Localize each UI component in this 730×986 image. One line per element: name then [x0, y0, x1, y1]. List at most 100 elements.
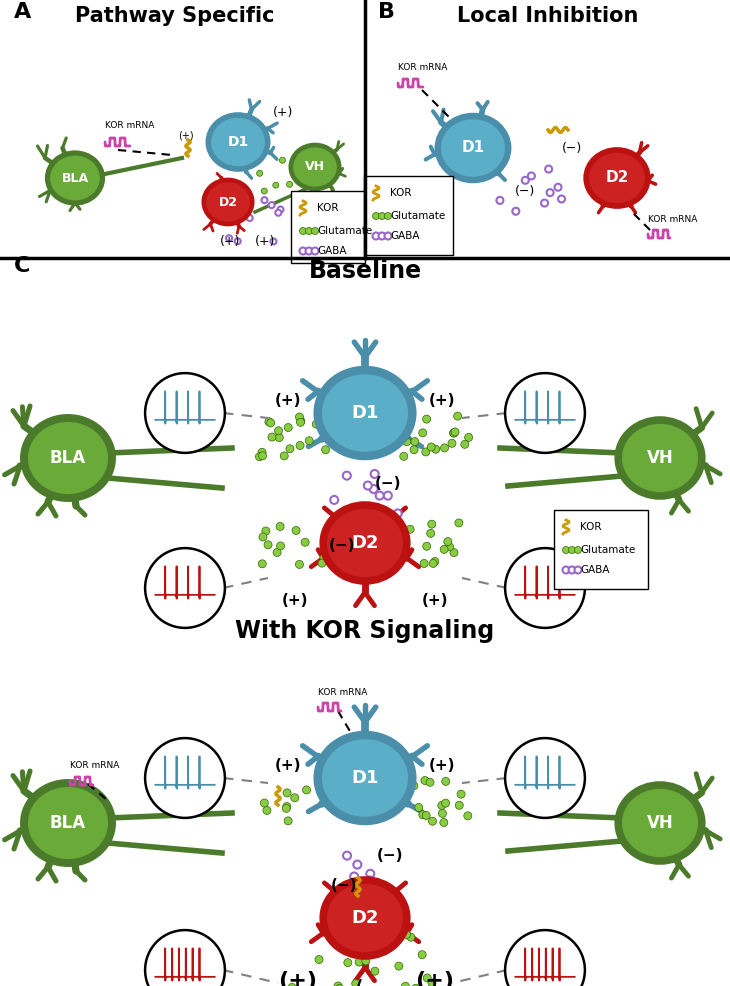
Circle shape [365, 940, 373, 949]
Circle shape [400, 453, 408, 460]
Text: D1: D1 [461, 140, 485, 156]
Circle shape [440, 818, 447, 826]
Text: D2: D2 [605, 171, 629, 185]
Text: B: B [378, 2, 395, 22]
Circle shape [464, 811, 472, 819]
Text: D1: D1 [351, 404, 379, 422]
Circle shape [255, 453, 264, 460]
Circle shape [440, 545, 448, 553]
Circle shape [442, 799, 450, 808]
Circle shape [410, 782, 418, 790]
Text: (+): (+) [282, 593, 308, 608]
Circle shape [261, 188, 267, 194]
Circle shape [403, 438, 411, 446]
Circle shape [505, 739, 585, 818]
Circle shape [257, 171, 263, 176]
Circle shape [545, 166, 552, 173]
Circle shape [305, 437, 313, 445]
Circle shape [426, 529, 434, 537]
Circle shape [541, 199, 548, 207]
Circle shape [301, 538, 310, 546]
Circle shape [365, 877, 373, 884]
Circle shape [330, 496, 338, 504]
Circle shape [145, 739, 225, 818]
Circle shape [450, 429, 458, 437]
Circle shape [362, 957, 370, 965]
Circle shape [277, 542, 285, 550]
Circle shape [247, 215, 253, 221]
Circle shape [287, 181, 293, 187]
Text: VH: VH [305, 161, 325, 174]
Circle shape [320, 554, 328, 562]
Circle shape [575, 567, 582, 574]
Circle shape [318, 559, 326, 567]
Ellipse shape [24, 783, 112, 863]
Circle shape [419, 810, 427, 818]
Circle shape [296, 442, 304, 450]
Circle shape [403, 784, 410, 792]
Circle shape [512, 208, 519, 215]
FancyBboxPatch shape [291, 191, 365, 263]
Circle shape [421, 777, 429, 785]
Circle shape [344, 958, 352, 966]
Circle shape [442, 777, 450, 786]
Circle shape [284, 816, 292, 825]
Circle shape [344, 522, 352, 529]
Text: KOR: KOR [390, 188, 412, 198]
Circle shape [385, 213, 391, 220]
Circle shape [575, 546, 582, 553]
Text: (−): (−) [377, 848, 403, 863]
Text: (+): (+) [178, 130, 193, 140]
Circle shape [366, 870, 374, 878]
Circle shape [259, 150, 266, 156]
Circle shape [270, 239, 277, 245]
Circle shape [347, 931, 356, 939]
Text: BLA: BLA [50, 814, 86, 832]
Circle shape [342, 522, 350, 529]
Circle shape [249, 150, 255, 157]
Circle shape [350, 873, 358, 880]
Circle shape [422, 811, 430, 819]
Circle shape [369, 485, 377, 493]
Circle shape [385, 233, 391, 240]
Circle shape [145, 548, 225, 628]
Circle shape [322, 446, 329, 454]
Text: D1: D1 [227, 135, 249, 149]
Circle shape [364, 481, 372, 490]
Circle shape [275, 434, 283, 442]
Text: (+): (+) [274, 393, 301, 408]
Circle shape [384, 492, 392, 500]
FancyBboxPatch shape [364, 176, 453, 255]
Circle shape [258, 452, 266, 459]
Circle shape [273, 548, 281, 556]
Circle shape [312, 247, 318, 254]
Circle shape [347, 939, 355, 947]
Circle shape [299, 228, 307, 235]
Circle shape [265, 418, 273, 426]
Circle shape [280, 452, 288, 459]
Text: C: C [14, 256, 31, 276]
Circle shape [291, 794, 299, 802]
Text: D2: D2 [351, 534, 379, 552]
Ellipse shape [618, 420, 702, 496]
Circle shape [461, 441, 469, 449]
Circle shape [464, 434, 472, 442]
Circle shape [419, 429, 427, 437]
Circle shape [569, 567, 575, 574]
Circle shape [283, 803, 291, 810]
Circle shape [263, 807, 271, 814]
Text: GABA: GABA [390, 231, 420, 241]
Circle shape [302, 786, 310, 794]
Circle shape [411, 438, 419, 446]
Circle shape [276, 523, 284, 530]
Circle shape [299, 154, 305, 160]
Ellipse shape [618, 785, 702, 861]
Circle shape [429, 559, 437, 567]
Text: KOR mRNA: KOR mRNA [105, 121, 154, 130]
Text: D1: D1 [351, 769, 379, 787]
Ellipse shape [291, 145, 339, 189]
Text: Pathway Specific: Pathway Specific [75, 6, 274, 26]
Text: KOR mRNA: KOR mRNA [318, 688, 367, 697]
Text: (+): (+) [220, 235, 240, 248]
Circle shape [288, 983, 296, 986]
